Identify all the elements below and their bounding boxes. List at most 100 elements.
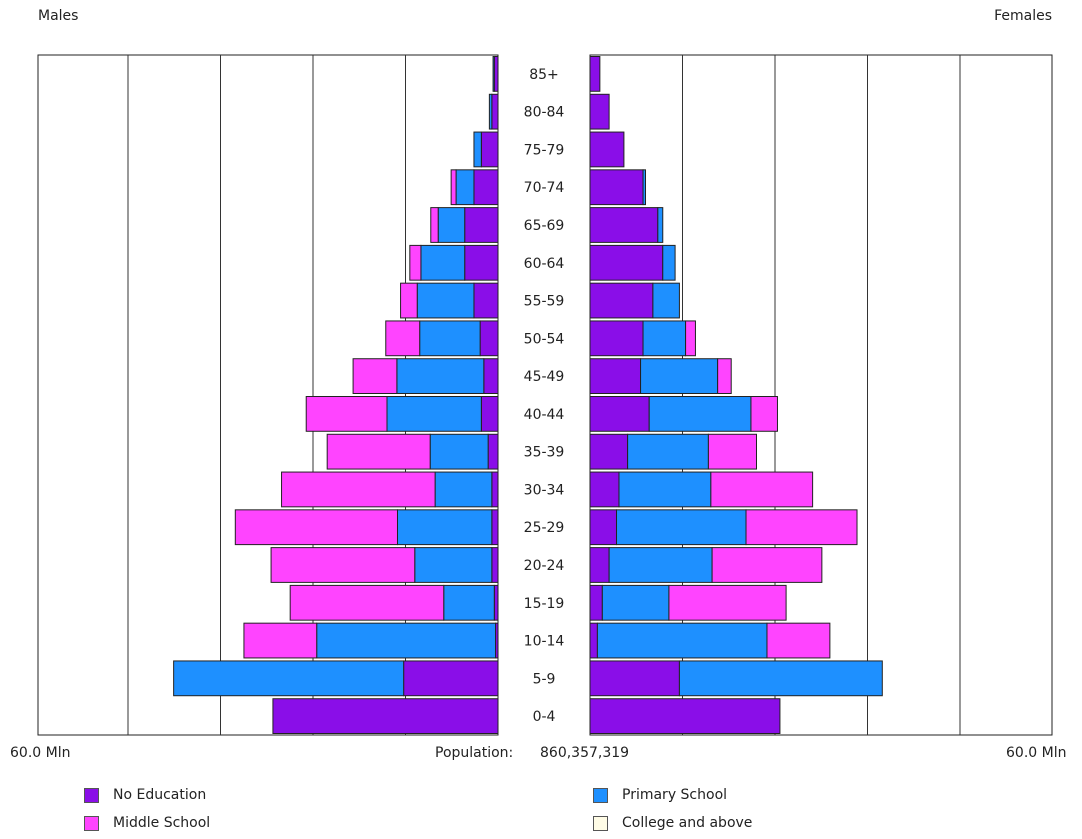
legend-swatch-no-education bbox=[84, 787, 99, 803]
age-group-label: 65-69 bbox=[524, 218, 565, 234]
bar-female bbox=[662, 244, 676, 281]
bar-male bbox=[473, 282, 499, 319]
bar-male bbox=[243, 622, 318, 659]
bar-female bbox=[657, 207, 664, 243]
bar-male bbox=[270, 547, 416, 583]
bar-female bbox=[685, 320, 696, 357]
bar-male bbox=[272, 698, 499, 735]
bar-male bbox=[479, 320, 499, 357]
legend-item-college: College and above bbox=[593, 815, 752, 831]
age-group-label: 30-34 bbox=[524, 482, 565, 498]
bar-female bbox=[589, 660, 680, 697]
legend-item-no-education: No Education bbox=[84, 787, 206, 803]
bar-female bbox=[668, 584, 787, 621]
bar-male bbox=[483, 358, 499, 395]
bar-female bbox=[589, 207, 659, 243]
bar-female bbox=[589, 547, 610, 583]
bar-male bbox=[464, 244, 499, 281]
bar-male bbox=[491, 471, 499, 508]
age-group-label: 35-39 bbox=[524, 445, 565, 461]
legend-swatch-primary-school bbox=[593, 787, 608, 803]
age-group-label: 70-74 bbox=[524, 180, 565, 196]
bar-male bbox=[473, 169, 499, 206]
legend-swatch-middle-school bbox=[84, 815, 99, 831]
right-panel-frame bbox=[589, 54, 1053, 736]
bar-female bbox=[711, 547, 823, 583]
bar-male bbox=[316, 622, 497, 659]
bar-female bbox=[678, 660, 883, 697]
bar-female bbox=[589, 509, 618, 546]
bar-female bbox=[766, 622, 831, 659]
bar-female bbox=[640, 358, 719, 395]
age-group-label: 80-84 bbox=[524, 105, 565, 121]
bar-male bbox=[289, 584, 445, 621]
bar-female bbox=[710, 471, 814, 508]
axis-left-max-label: 60.0 Mln bbox=[10, 745, 71, 761]
bar-female bbox=[589, 93, 610, 130]
bar-female bbox=[589, 131, 625, 168]
axis-right-max-label: 60.0 Mln bbox=[1006, 745, 1067, 761]
age-group-label: 45-49 bbox=[524, 369, 565, 385]
bar-female bbox=[589, 698, 781, 735]
bar-female bbox=[652, 282, 680, 319]
bar-female bbox=[589, 56, 601, 92]
left-panel-frame bbox=[37, 54, 499, 736]
age-group-label: 85+ bbox=[529, 67, 559, 83]
bar-male bbox=[386, 396, 482, 432]
bar-female bbox=[589, 244, 664, 281]
bar-female bbox=[589, 396, 650, 432]
males-label: Males bbox=[38, 8, 79, 24]
bar-male bbox=[400, 282, 418, 319]
bar-male bbox=[420, 244, 466, 281]
bar-male bbox=[434, 471, 493, 508]
bar-male bbox=[455, 169, 475, 206]
population-label: Population: bbox=[435, 745, 514, 761]
age-group-label: 0-4 bbox=[533, 709, 556, 725]
bar-male bbox=[491, 547, 499, 583]
age-group-label: 50-54 bbox=[524, 331, 565, 347]
bar-male bbox=[473, 131, 482, 168]
age-group-label: 25-29 bbox=[524, 520, 565, 536]
bar-female bbox=[589, 358, 642, 395]
legend-label-college: College and above bbox=[622, 815, 753, 831]
legend-item-middle-school: Middle School bbox=[84, 815, 210, 831]
age-group-label: 20-24 bbox=[524, 558, 565, 574]
bar-male bbox=[396, 509, 493, 546]
age-group-label: 60-64 bbox=[524, 256, 565, 272]
bar-female bbox=[589, 584, 603, 621]
age-group-label: 75-79 bbox=[524, 142, 565, 158]
bar-male bbox=[281, 471, 436, 508]
legend-item-primary-school: Primary School bbox=[593, 787, 727, 803]
bar-female bbox=[627, 433, 709, 470]
bar-male bbox=[429, 433, 489, 470]
bar-male bbox=[173, 660, 405, 697]
bar-male bbox=[491, 93, 499, 130]
bar-male bbox=[403, 660, 499, 697]
bar-male bbox=[385, 320, 421, 357]
legend-swatch-college bbox=[593, 815, 608, 831]
bar-male bbox=[326, 433, 431, 470]
bar-female bbox=[589, 622, 598, 659]
bar-male bbox=[480, 396, 499, 432]
population-pyramid-chart: 85+ 80-84 75-79 70-74 65-69 60-64 55-59 50-54 45… bbox=[37, 54, 1053, 736]
bar-male bbox=[430, 207, 439, 243]
bar-male bbox=[488, 93, 493, 130]
bar-male bbox=[493, 56, 499, 92]
bar-female bbox=[601, 584, 670, 621]
females-label: Females bbox=[994, 8, 1052, 24]
bar-female bbox=[589, 471, 620, 508]
age-group-label: 10-14 bbox=[524, 634, 565, 650]
bar-male bbox=[396, 358, 485, 395]
bar-female bbox=[618, 471, 712, 508]
bar-female bbox=[608, 547, 713, 583]
bar-male bbox=[234, 509, 398, 546]
bar-male bbox=[491, 509, 499, 546]
age-group-label: 40-44 bbox=[524, 407, 565, 423]
bar-male bbox=[480, 131, 499, 168]
legend-label-no-education: No Education bbox=[113, 787, 207, 803]
bar-female bbox=[589, 282, 654, 319]
age-group-label: 15-19 bbox=[524, 596, 565, 612]
bar-female bbox=[750, 396, 778, 432]
bar-female bbox=[707, 433, 758, 470]
bar-female bbox=[648, 396, 752, 432]
